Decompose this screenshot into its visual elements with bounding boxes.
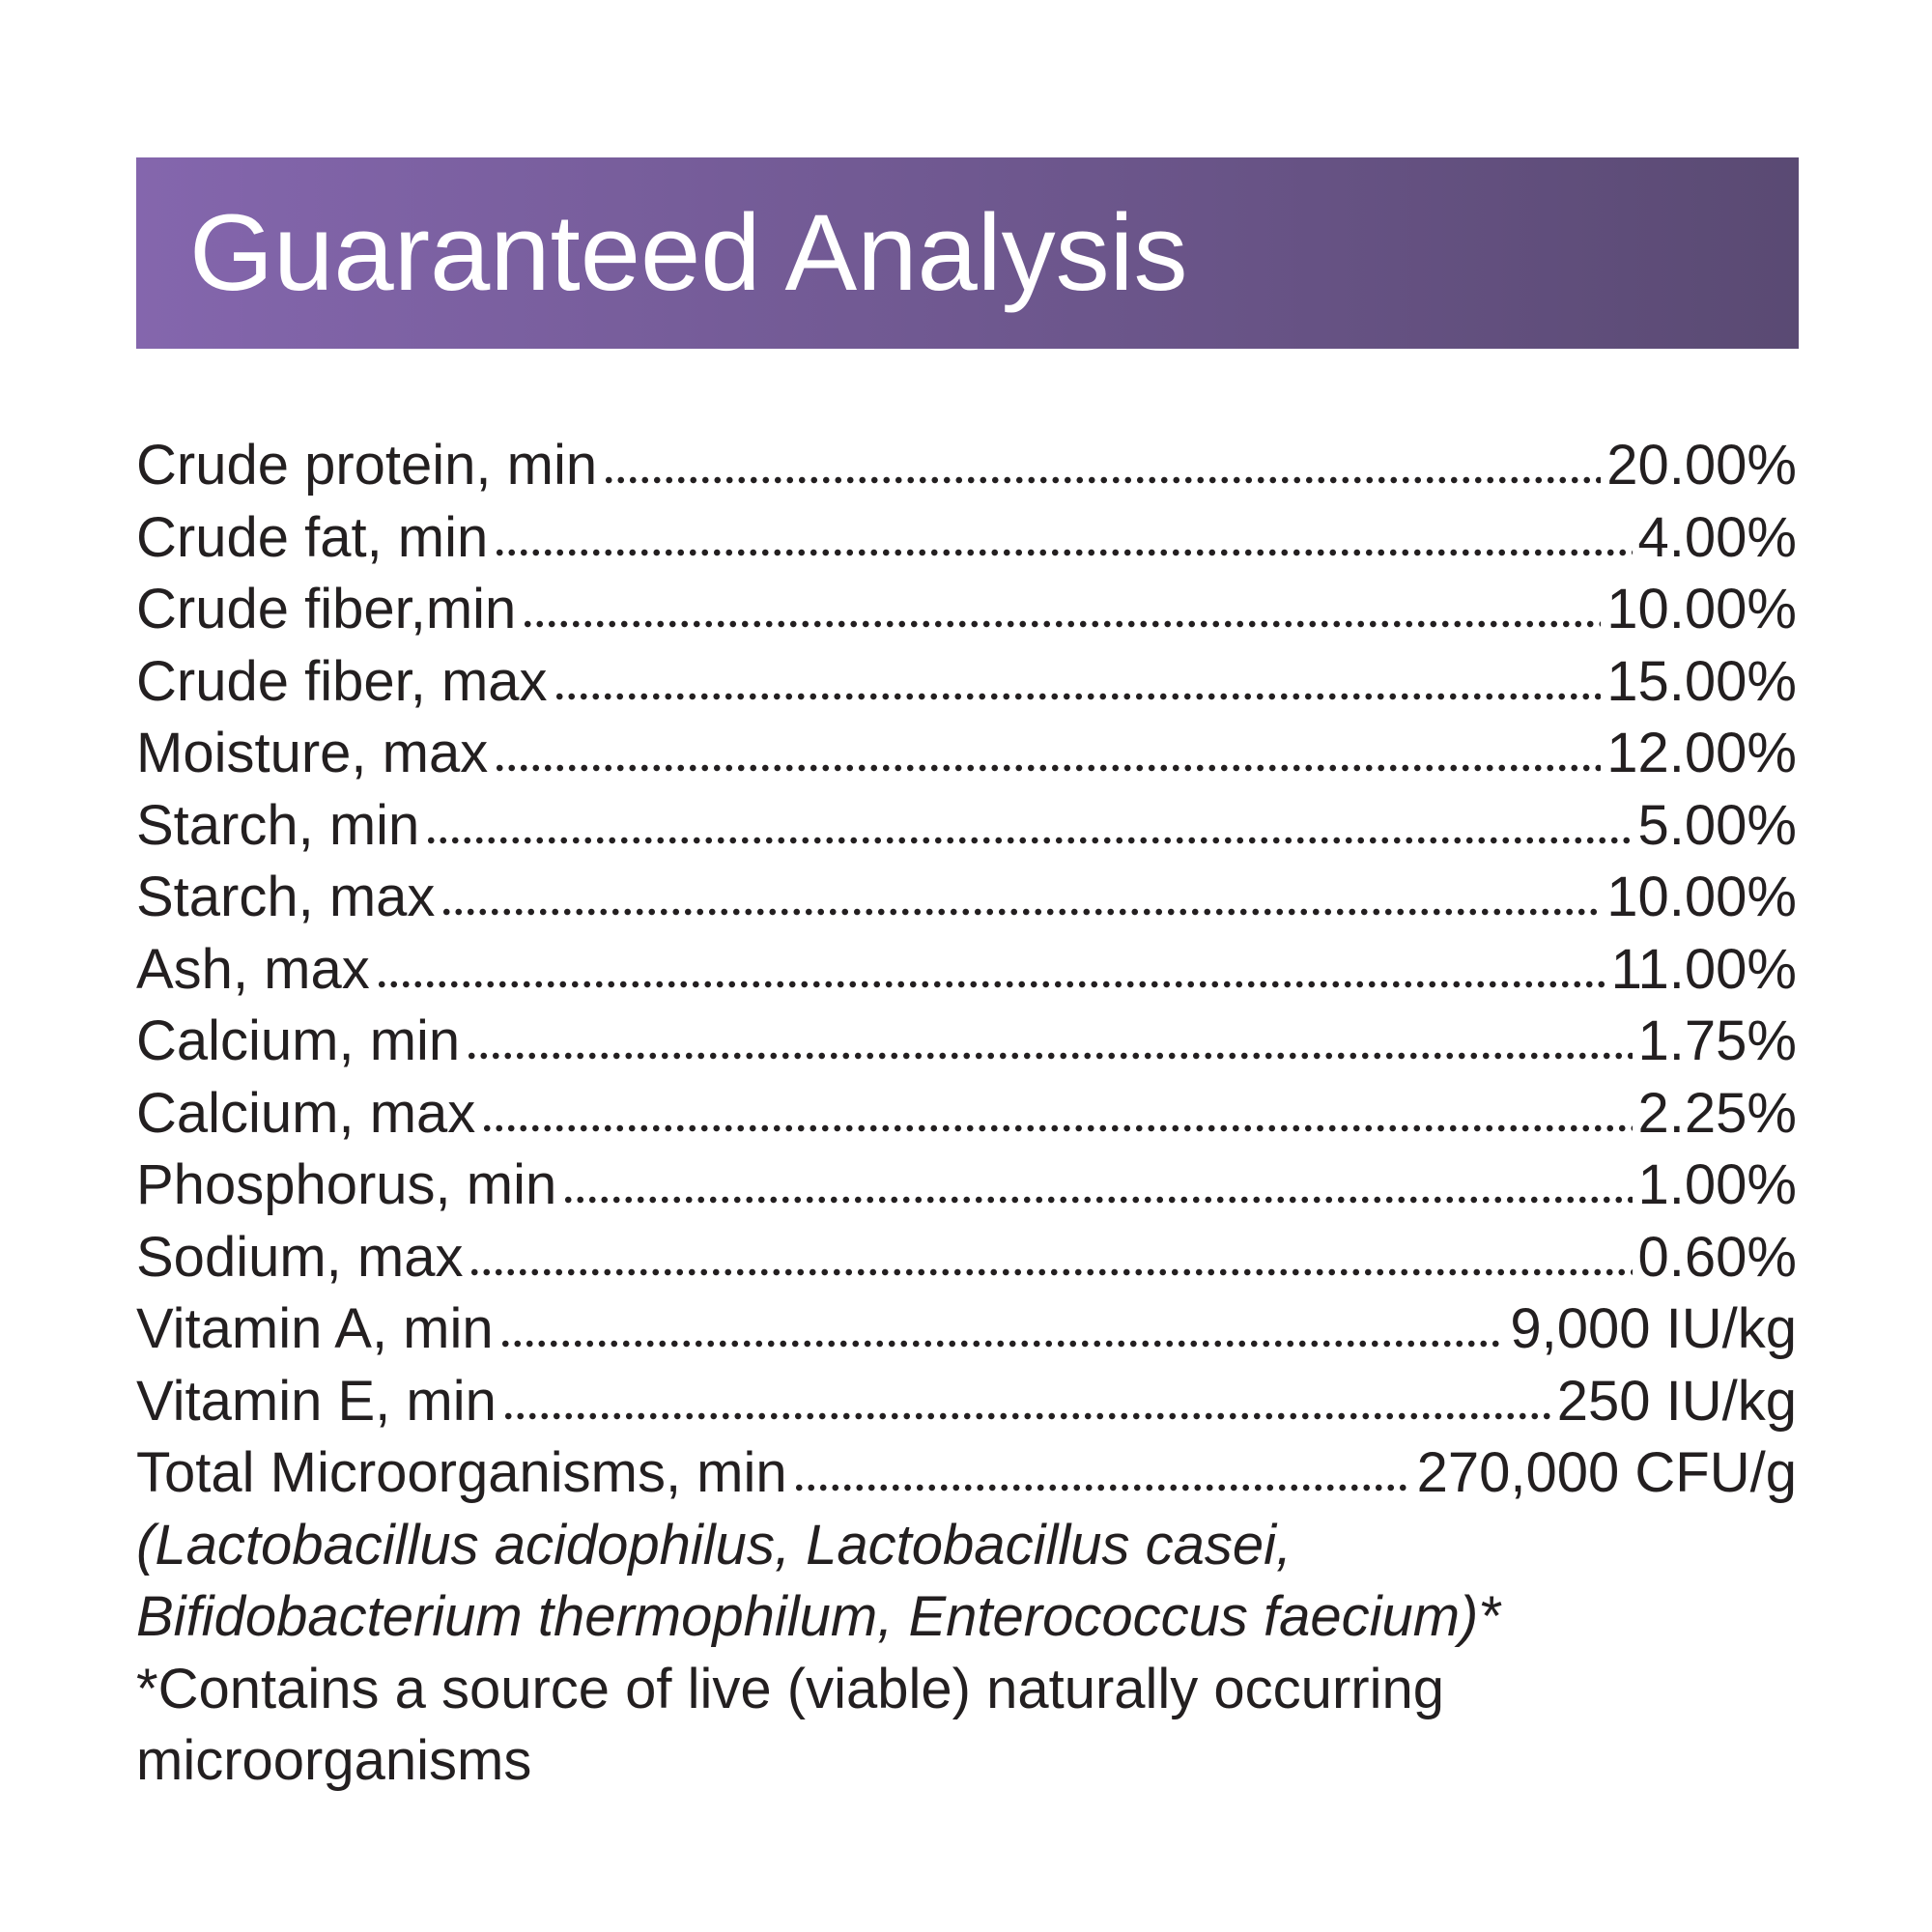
row: Vitamin A, min 9,000 IU/kg	[136, 1293, 1797, 1366]
footnote: *Contains a source of live (viable) natu…	[136, 1657, 1444, 1793]
row-label: Calcium, min	[136, 1009, 461, 1072]
row-label: Vitamin A, min	[136, 1297, 494, 1360]
row-value: 250 IU/kg	[1556, 1369, 1797, 1433]
row-value: 10.00%	[1606, 578, 1797, 640]
dot-leader	[469, 1267, 1633, 1276]
dot-leader	[792, 1484, 1411, 1492]
row-value: 5.00%	[1637, 793, 1797, 857]
row-label: Calcium, max	[136, 1081, 476, 1145]
row-value: 11.00%	[1610, 937, 1797, 1001]
row: Calcium, min 1.75%	[136, 1006, 1797, 1078]
note: (Lactobacillus acidophilus, Lactobacillu…	[136, 1513, 1500, 1649]
row: Phosphorus, min 1.00%	[136, 1150, 1797, 1222]
row-value: 1.75%	[1637, 1009, 1797, 1072]
row: Calcium, max 2.25%	[136, 1078, 1797, 1151]
row: Crude fat, min 4.00%	[136, 502, 1797, 575]
row-label: Sodium, max	[136, 1225, 464, 1289]
row: Starch, max 10.00%	[136, 862, 1797, 934]
dot-leader	[501, 1411, 1551, 1420]
row: Sodium, max 0.60%	[136, 1222, 1797, 1294]
dot-leader	[498, 1340, 1505, 1348]
dot-leader	[375, 980, 1605, 988]
dot-leader	[466, 1052, 1633, 1060]
row-value: 20.00%	[1606, 434, 1797, 497]
row: Vitamin E, min 250 IU/kg	[136, 1366, 1797, 1438]
row-value: 12.00%	[1606, 722, 1797, 784]
row-label: Moisture, max	[136, 722, 489, 784]
dot-leader	[425, 836, 1633, 844]
row-label: Crude fiber, max	[136, 649, 548, 713]
dot-leader	[440, 908, 1602, 916]
row-label: Ash, max	[136, 937, 370, 1001]
row-label: Crude fat, min	[136, 505, 489, 569]
rows: Crude protein, min 20.00% Crude fat, min 4.…	[136, 430, 1797, 1510]
dot-leader	[562, 1196, 1633, 1204]
row-value: 1.00%	[1637, 1153, 1797, 1216]
row: Moisture, max 12.00%	[136, 718, 1797, 790]
row-label: Starch, min	[136, 793, 420, 857]
row: Crude protein, min 20.00%	[136, 430, 1797, 502]
row-value: 10.00%	[1606, 866, 1797, 928]
dot-leader	[603, 476, 1602, 484]
dot-leader	[494, 548, 1633, 556]
row: Crude fiber,min 10.00%	[136, 574, 1797, 646]
dot-leader	[481, 1123, 1633, 1132]
row-value: 9,000 IU/kg	[1510, 1297, 1797, 1360]
row-label: Vitamin E, min	[136, 1369, 497, 1433]
header-bar: Guaranteed Analysis	[136, 157, 1799, 349]
row-value: 2.25%	[1637, 1081, 1797, 1145]
row-label: Crude fiber,min	[136, 578, 517, 640]
analysis-list: Crude protein, min 20.00% Crude fat, min 4.…	[136, 430, 1797, 1798]
row-label: Total Microorganisms, min	[136, 1441, 787, 1504]
row: Crude fiber, max 15.00%	[136, 646, 1797, 719]
row: Total Microorganisms, min 270,000 CFU/g	[136, 1437, 1797, 1510]
row-value: 15.00%	[1606, 649, 1797, 713]
row-value: 0.60%	[1637, 1225, 1797, 1289]
row: Ash, max 11.00%	[136, 934, 1797, 1007]
row-label: Starch, max	[136, 866, 436, 928]
dot-leader	[553, 692, 1602, 700]
row-value: 4.00%	[1637, 505, 1797, 569]
row-value: 270,000 CFU/g	[1416, 1441, 1797, 1504]
dot-leader	[522, 620, 1602, 628]
row-label: Phosphorus, min	[136, 1153, 557, 1216]
row-label: Crude protein, min	[136, 434, 598, 497]
title: Guaranteed Analysis	[189, 192, 1188, 313]
row: Starch, min 5.00%	[136, 790, 1797, 863]
dot-leader	[494, 764, 1602, 772]
